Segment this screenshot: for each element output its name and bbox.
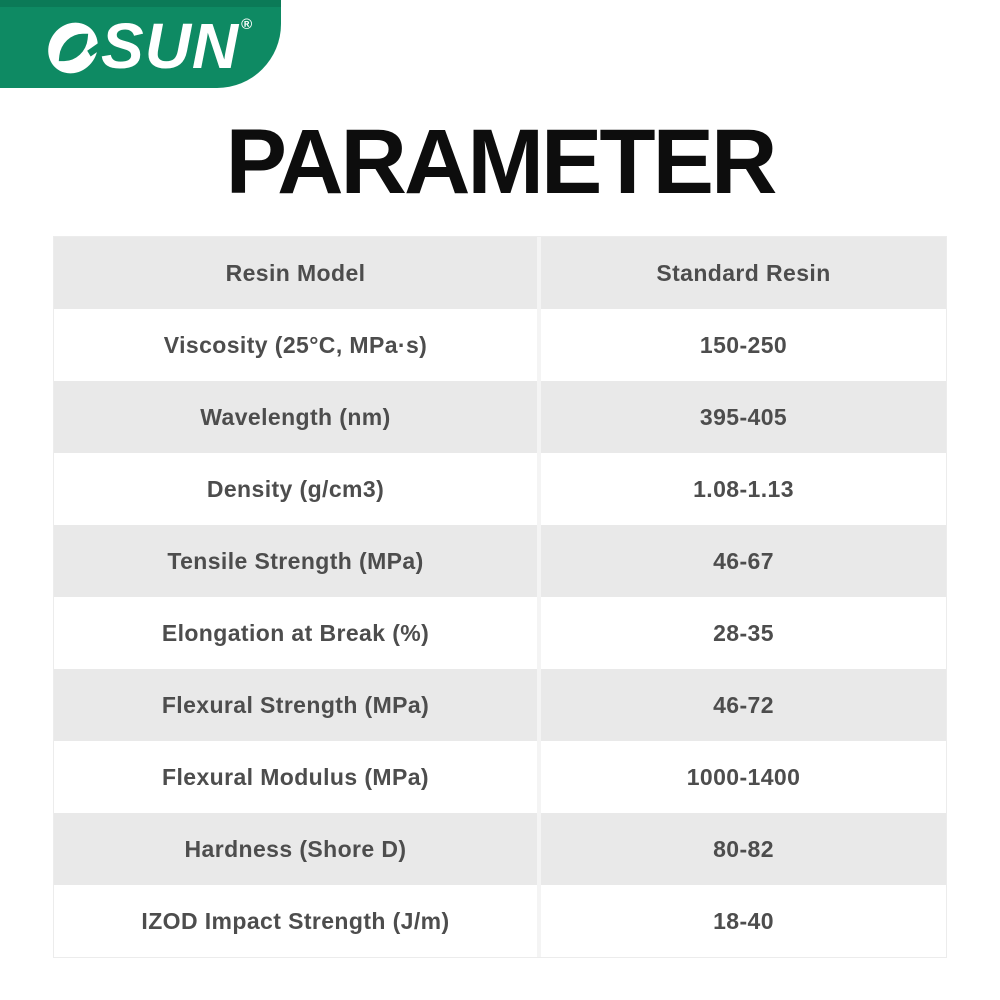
row-label: Viscosity (25°C, MPa·s): [54, 309, 541, 381]
table-row: Elongation at Break (%) 28-35: [54, 597, 946, 669]
row-value: 395-405: [699, 403, 788, 430]
row-label: Hardness (Shore D): [54, 813, 541, 885]
row-value: 1.08-1.13: [693, 475, 794, 502]
table-header-row: Resin Model Standard Resin: [54, 237, 946, 309]
table-row: IZOD Impact Strength (J/m) 18-40: [54, 885, 946, 957]
esun-logo: SUN ®: [47, 10, 253, 82]
table-row: Flexural Strength (MPa) 46-72: [54, 669, 946, 741]
parameter-table: Resin Model Standard Resin Viscosity (25…: [53, 236, 947, 958]
row-label: Flexural Modulus (MPa): [54, 741, 541, 813]
table-row: Wavelength (nm) 395-405: [54, 381, 946, 453]
row-value: 28-35: [713, 619, 774, 646]
table-row: Viscosity (25°C, MPa·s) 150-250: [54, 309, 946, 381]
table-row: Density (g/cm3) 1.08-1.13: [54, 453, 946, 525]
row-label: Elongation at Break (%): [54, 597, 541, 669]
row-value: 80-82: [713, 835, 774, 862]
registered-trademark-icon: ®: [241, 16, 253, 33]
row-label: Wavelength (nm): [54, 381, 541, 453]
row-value: 150-250: [699, 331, 788, 358]
page-title: PARAMETER: [225, 111, 778, 213]
table-row: Flexural Modulus (MPa) 1000-1400: [54, 741, 946, 813]
row-label: IZOD Impact Strength (J/m): [54, 885, 541, 957]
row-value: 46-72: [713, 691, 774, 718]
header-parameter-column: Resin Model: [54, 237, 541, 309]
table-row: Hardness (Shore D) 80-82: [54, 813, 946, 885]
leaf-icon: [58, 33, 89, 62]
esun-logo-e-icon: [47, 19, 103, 77]
row-value: 46-67: [713, 547, 774, 574]
row-label: Flexural Strength (MPa): [54, 669, 541, 741]
table-row: Tensile Strength (MPa) 46-67: [54, 525, 946, 597]
header-value-column: Standard Resin: [656, 259, 831, 286]
row-label: Tensile Strength (MPa): [54, 525, 541, 597]
esun-logo-text: SUN: [101, 10, 240, 82]
brand-banner: SUN ®: [0, 0, 281, 88]
row-value: 1000-1400: [686, 763, 801, 790]
row-value: 18-40: [713, 907, 774, 934]
row-label: Density (g/cm3): [54, 453, 541, 525]
